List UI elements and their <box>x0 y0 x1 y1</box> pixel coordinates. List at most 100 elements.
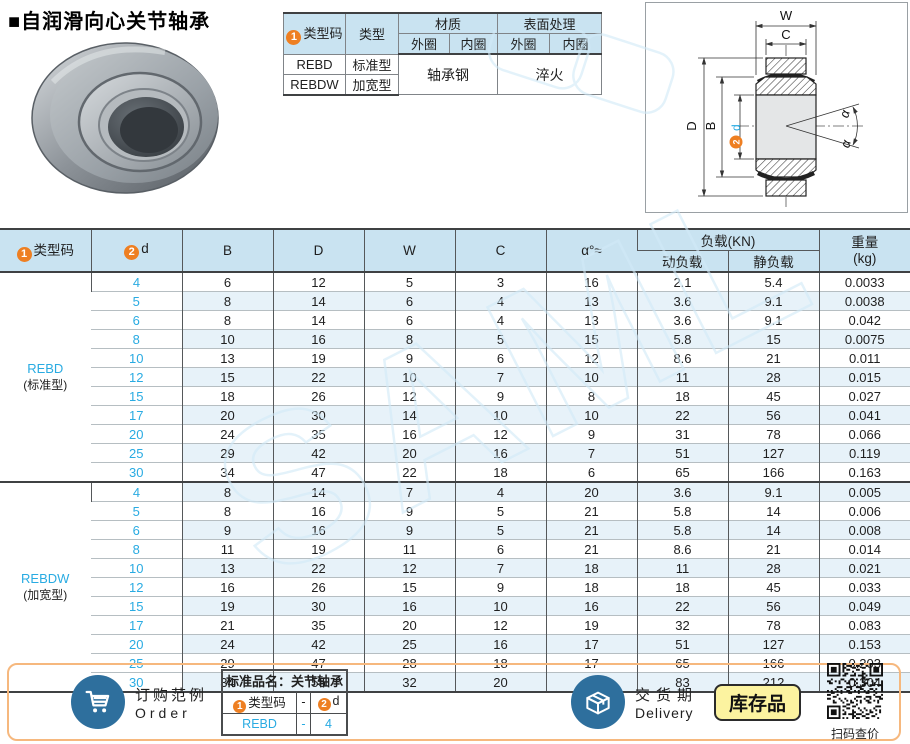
table-cell: 6 <box>363 310 455 330</box>
table-cell: 2.1 <box>636 271 728 292</box>
d-value-link[interactable]: 4 <box>90 271 182 292</box>
table-cell: 4 <box>454 291 546 311</box>
table-cell: 11 <box>636 367 728 387</box>
table-cell: 13 <box>181 558 273 578</box>
table-row: 5 8 16 9 5 21 5.8 14 0.006 <box>0 501 910 521</box>
table-cell: 0.042 <box>818 310 910 330</box>
circle-1-badge: 1 <box>233 699 247 713</box>
table-cell: 31 <box>636 424 728 444</box>
order-example-dash: - <box>296 712 311 735</box>
table-cell: 14 <box>727 501 819 521</box>
table-cell: 24 <box>181 424 273 444</box>
table-cell: 32 <box>636 615 728 635</box>
group-label-rebd[interactable]: REBD (标准型) <box>0 271 91 482</box>
d-value-link[interactable]: 25 <box>91 443 182 463</box>
d-value-link[interactable]: 20 <box>91 634 182 654</box>
table-cell: 0.083 <box>818 615 910 635</box>
table-cell: 20 <box>454 672 546 692</box>
table-cell: 5.4 <box>727 271 819 292</box>
d-value-link[interactable]: 17 <box>91 615 182 635</box>
table-cell: 0.015 <box>818 367 910 387</box>
table-cell: 0.021 <box>818 558 910 578</box>
table-cell: 12 <box>545 348 637 368</box>
table-cell: 10 <box>545 367 637 387</box>
table-cell: 13 <box>181 348 273 368</box>
table-cell: 21 <box>727 539 819 559</box>
table-row: 10 13 19 9 6 12 8.6 21 0.011 <box>0 348 910 368</box>
table-cell: 0.153 <box>818 634 910 654</box>
type-code-link-rebdw[interactable]: REBDW <box>283 73 346 96</box>
dim-label-alpha-top: α <box>836 108 853 120</box>
table-cell: 8 <box>181 481 273 502</box>
table-cell: 47 <box>272 462 364 482</box>
table-cell: 13 <box>545 291 637 311</box>
table-row: 25 29 47 28 18 17 65 166 0.203 <box>0 653 910 673</box>
delivery-icon <box>570 675 625 729</box>
d-value-link[interactable]: 25 <box>91 653 182 673</box>
table-cell: 45 <box>727 577 819 597</box>
order-col-dash: - <box>296 690 311 714</box>
table-row: 12 15 22 10 7 10 11 28 0.015 <box>0 367 910 387</box>
table-cell: 14 <box>363 405 455 425</box>
table-cell: 16 <box>545 271 637 292</box>
d-value-link[interactable]: 15 <box>91 596 182 616</box>
page-title: ■自润滑向心关节轴承 <box>8 11 211 33</box>
spec-header-material: 材质 <box>398 12 498 34</box>
dimension-lines <box>698 21 860 197</box>
table-cell: 19 <box>181 596 273 616</box>
type-code-link-rebd[interactable]: REBD <box>283 53 346 75</box>
spec-header-type-code: 1 类型码 <box>283 12 346 55</box>
table-cell: 6 <box>181 271 273 292</box>
dim-label-alpha-bottom: α <box>837 138 854 150</box>
spec-header-inner-ring: 内圈 <box>549 33 602 55</box>
table-cell: 5.8 <box>636 520 728 540</box>
table-cell: 4 <box>454 481 546 502</box>
table-cell: 12 <box>454 424 546 444</box>
d-value-link[interactable]: 6 <box>91 310 182 330</box>
d-value-link[interactable]: 5 <box>91 501 182 521</box>
dim-label-b: B <box>703 122 718 131</box>
circle-2-badge: 2 <box>124 245 140 260</box>
table-cell: 18 <box>454 462 546 482</box>
table-row: 17 21 35 20 12 19 32 78 0.083 <box>0 615 910 635</box>
spec-header-inner-ring: 内圈 <box>449 33 498 55</box>
d-value-link[interactable]: 15 <box>91 386 182 406</box>
table-row: 12 16 26 15 9 18 18 45 0.033 <box>0 577 910 597</box>
d-value-link[interactable]: 8 <box>91 329 182 349</box>
table-cell: 5 <box>454 329 546 349</box>
table-cell: 11 <box>636 558 728 578</box>
table-cell: 16 <box>272 501 364 521</box>
table-cell: 29 <box>181 443 273 463</box>
d-value-link[interactable]: 4 <box>90 481 182 502</box>
table-row: REBDW (加宽型) 4 8 14 7 4 20 3.6 9.1 0.005 <box>0 481 910 692</box>
d-value-link[interactable]: 20 <box>91 424 182 444</box>
header-alpha: α°≈ <box>545 229 637 273</box>
group-label-rebdw[interactable]: REBDW (加宽型) <box>0 481 91 692</box>
table-cell: 7 <box>363 481 455 502</box>
d-value-link[interactable]: 12 <box>91 577 182 597</box>
d-value-link[interactable]: 17 <box>91 405 182 425</box>
table-cell: 30 <box>272 405 364 425</box>
table-cell: 56 <box>727 596 819 616</box>
table-cell: 7 <box>454 558 546 578</box>
table-row: 8 10 16 8 5 15 5.8 15 0.0075 <box>0 329 910 349</box>
header-load: 负载(KN) <box>636 229 819 251</box>
table-cell: 0.163 <box>818 462 910 482</box>
table-cell: 18 <box>636 386 728 406</box>
table-cell: 166 <box>727 462 819 482</box>
d-value-link[interactable]: 8 <box>91 539 182 559</box>
d-value-link[interactable]: 12 <box>91 367 182 387</box>
table-cell: 30 <box>272 596 364 616</box>
table-cell: 5 <box>454 501 546 521</box>
d-value-link[interactable]: 30 <box>91 462 182 482</box>
table-cell: 12 <box>363 558 455 578</box>
d-value-link[interactable]: 10 <box>91 558 182 578</box>
circle-1-badge: 1 <box>286 29 302 45</box>
d-value-link[interactable]: 10 <box>91 348 182 368</box>
d-value-link[interactable]: 6 <box>91 520 182 540</box>
material-value: 轴承钢 <box>398 53 498 95</box>
d-value-link[interactable]: 5 <box>91 291 182 311</box>
spec-table: 1 类型码 类型 材质 表面处理 外圈 内圈 外圈 内圈 REBD 标准型 轴承钢… <box>283 12 602 96</box>
